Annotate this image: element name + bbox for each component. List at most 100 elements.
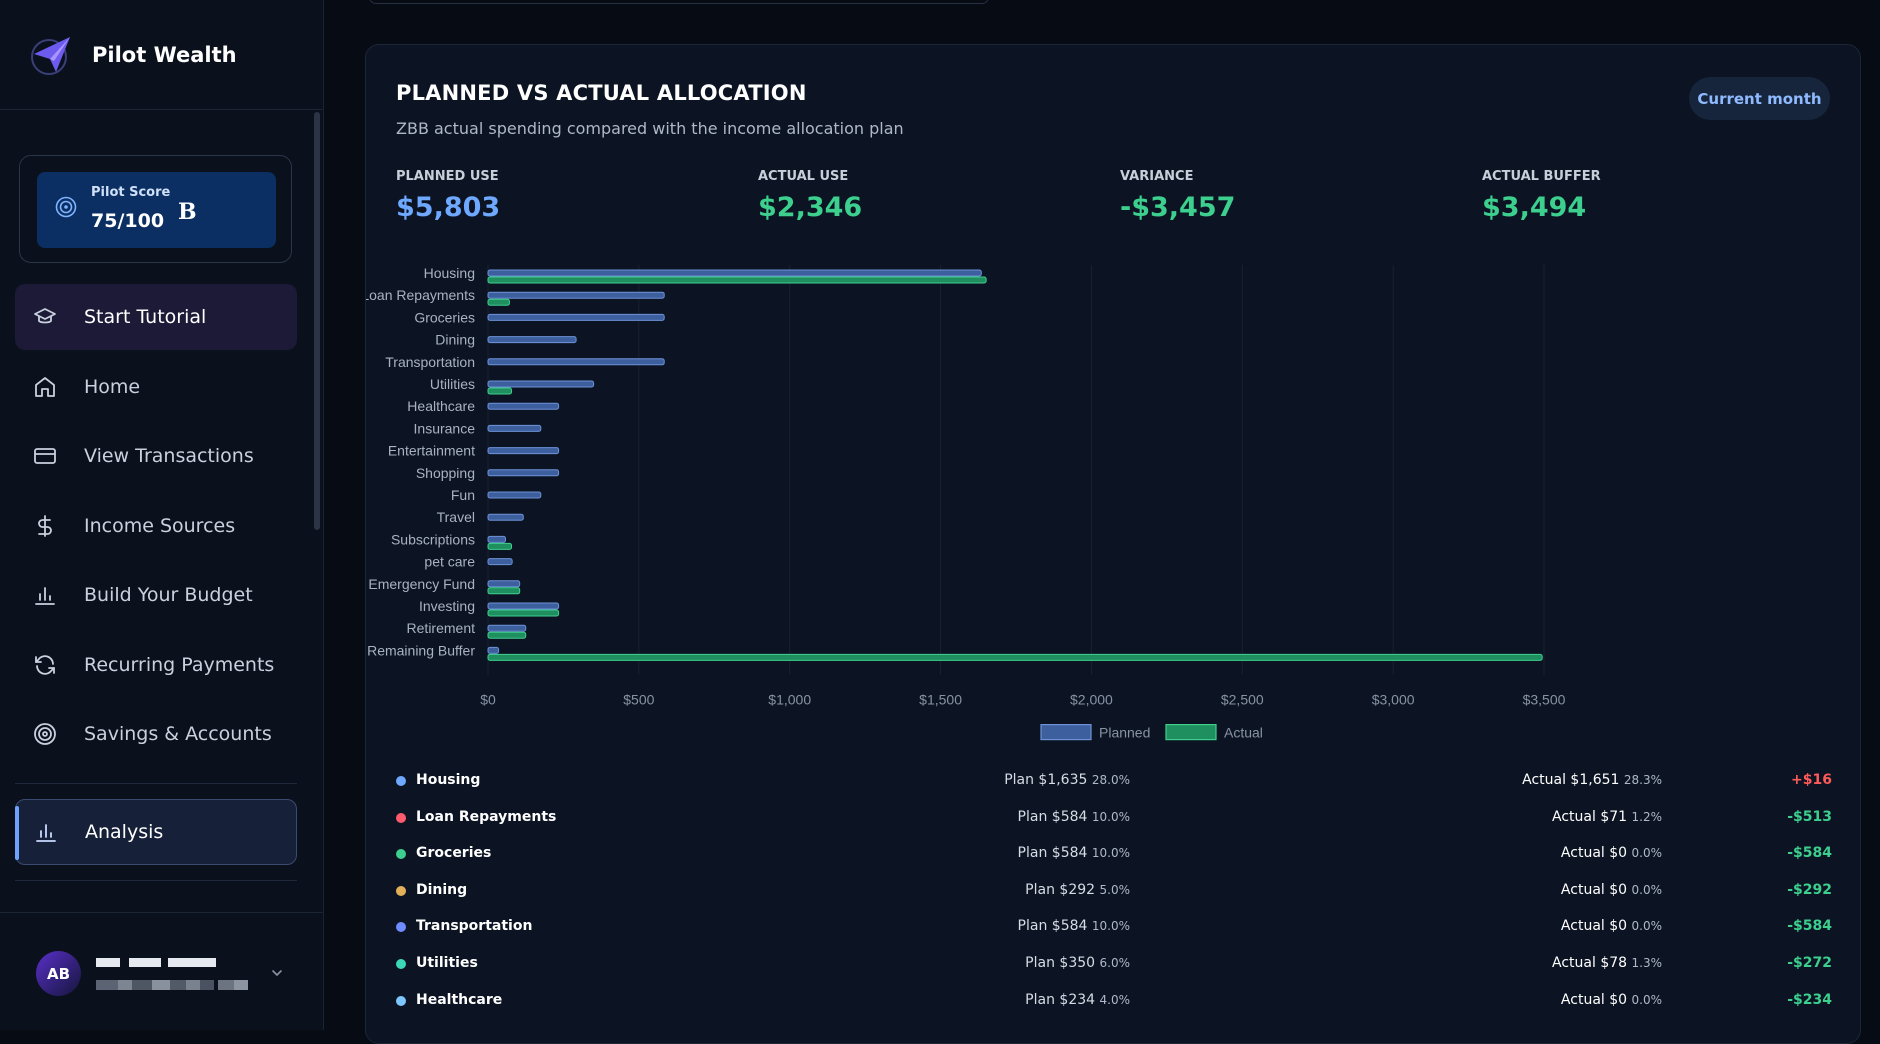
user-menu[interactable]: AB [0, 912, 323, 1030]
plan-value: Plan $584 [1017, 845, 1088, 862]
pilot-score-card[interactable]: Pilot Score 75/100 B [19, 155, 292, 263]
actual-amount: Actual $0 0.0% [1561, 992, 1662, 1008]
allocation-row: Groceries Plan $584 10.0% Actual $0 0.0% -$… [366, 840, 1862, 870]
pilot-score-grade: B [178, 199, 197, 225]
category-label: Groceries [414, 309, 475, 325]
actual-amount: Actual $0 0.0% [1561, 918, 1662, 934]
x-tick-label: $1,500 [919, 692, 962, 708]
planned-bar [487, 535, 506, 543]
planned-bar [487, 380, 595, 388]
nav-start-tutorial[interactable]: Start Tutorial [15, 284, 297, 350]
variance-value: -$513 [1787, 808, 1832, 825]
plan-value: Plan $292 [1025, 881, 1096, 898]
legend-planned-label: Planned [1099, 725, 1150, 741]
pilot-score-label: Pilot Score [91, 185, 171, 200]
nav-divider [15, 880, 297, 881]
planned-bar [487, 624, 527, 632]
metric-actual-use: ACTUAL USE $2,346 [758, 169, 862, 223]
plan-amount: Plan $584 10.0% [1018, 809, 1130, 825]
current-month-button[interactable]: Current month [1689, 77, 1830, 120]
allocation-row: Housing Plan $1,635 28.0% Actual $1,651 28… [366, 767, 1862, 797]
x-tick-label: $3,000 [1372, 692, 1415, 708]
plan-percent: 4.0% [1099, 992, 1131, 1007]
category-label: Dining [435, 332, 475, 348]
nav-label: Build Your Budget [84, 584, 253, 606]
nav-analysis[interactable]: Analysis [15, 799, 297, 865]
plan-amount: Plan $584 10.0% [1018, 845, 1130, 861]
x-tick-label: $2,000 [1070, 692, 1113, 708]
nav-home[interactable]: Home [15, 354, 297, 420]
redacted-user-name [96, 958, 216, 967]
x-tick-label: $3,500 [1523, 692, 1566, 708]
legend-actual-label: Actual [1224, 725, 1263, 741]
metric-label: ACTUAL BUFFER [1482, 169, 1601, 184]
nav-savings-accounts[interactable]: Savings & Accounts [15, 701, 297, 767]
planned-bar [487, 402, 560, 410]
planned-bar [487, 491, 542, 499]
category-name: Healthcare [416, 991, 503, 1008]
allocation-row: Healthcare Plan $234 4.0% Actual $0 0.0% -$… [366, 987, 1862, 1017]
refresh-icon [35, 655, 55, 675]
actual-bar [487, 276, 987, 284]
category-label: Entertainment [388, 443, 475, 459]
metric-planned-use: PLANNED USE $5,803 [396, 169, 500, 223]
metric-actual-buffer: ACTUAL BUFFER $3,494 [1482, 169, 1601, 223]
category-dot [396, 922, 406, 933]
nav-label: Savings & Accounts [84, 723, 272, 745]
actual-value: Actual $0 [1560, 881, 1628, 898]
category-dot [396, 812, 406, 823]
brand[interactable]: Pilot Wealth [0, 0, 323, 110]
actual-percent: 0.0% [1631, 882, 1663, 897]
category-label: Remaining Buffer [367, 642, 475, 658]
actual-bar [487, 631, 527, 639]
category-dot [396, 995, 406, 1006]
actual-value: Actual $0 [1560, 845, 1628, 862]
top-card-edge [369, 0, 989, 4]
legend-actual-swatch [1165, 724, 1217, 741]
actual-value: Actual $0 [1560, 918, 1628, 935]
plan-amount: Plan $234 4.0% [1025, 992, 1130, 1008]
actual-percent: 1.3% [1631, 956, 1663, 970]
allocation-bar-chart: $0 $500 $1,000 $1,500 $2,000 $2,500 $3,000 $3,5… [366, 265, 1566, 741]
nav-view-transactions[interactable]: View Transactions [15, 423, 297, 489]
category-dot [396, 885, 406, 896]
actual-bar [487, 542, 513, 550]
planned-bar [487, 513, 524, 521]
legend-planned-swatch [1040, 724, 1092, 741]
actual-value: Actual $78 [1552, 955, 1628, 971]
actual-percent: 0.0% [1631, 846, 1663, 861]
plan-percent: 10.0% [1091, 846, 1130, 861]
planned-bar [487, 558, 513, 566]
sidebar-scrollbar[interactable] [314, 112, 320, 530]
plan-amount: Plan $292 5.0% [1025, 882, 1130, 898]
variance-value: -$272 [1787, 955, 1832, 971]
nav-recurring-payments[interactable]: Recurring Payments [15, 632, 297, 698]
variance-value: -$584 [1787, 845, 1832, 862]
actual-amount: Actual $78 1.3% [1552, 955, 1662, 971]
category-name: Transportation [416, 918, 533, 935]
planned-bar [487, 424, 542, 432]
metric-variance: VARIANCE -$3,457 [1120, 169, 1235, 223]
actual-percent: 28.3% [1623, 773, 1662, 787]
avatar-initials: AB [46, 964, 71, 983]
nav-label: Income Sources [84, 515, 236, 537]
category-label: Retirement [407, 620, 476, 636]
x-tick-label: $500 [623, 692, 654, 708]
sidebar: Pilot Wealth Pilot Score 75/100 B Start … [0, 0, 324, 1030]
allocation-row: Transportation Plan $584 10.0% Actual $0 0… [366, 913, 1862, 943]
actual-bar [487, 653, 1543, 661]
nav-label: Start Tutorial [84, 306, 207, 328]
nav-build-your-budget[interactable]: Build Your Budget [15, 562, 297, 628]
target-icon [55, 196, 77, 218]
panel-title: PLANNED VS ACTUAL ALLOCATION [396, 81, 807, 105]
graduation-cap-icon [34, 308, 56, 324]
main-content: PLANNED VS ACTUAL ALLOCATION ZBB actual … [325, 0, 1880, 1044]
planned-bar [487, 269, 982, 277]
planned-bar [487, 646, 500, 654]
nav-label: Analysis [85, 821, 164, 843]
actual-bar [487, 609, 560, 617]
nav-income-sources[interactable]: Income Sources [15, 493, 297, 559]
pilot-score-value: 75/100 [91, 210, 165, 232]
planned-bar [487, 313, 665, 321]
category-name: Loan Repayments [416, 808, 557, 825]
